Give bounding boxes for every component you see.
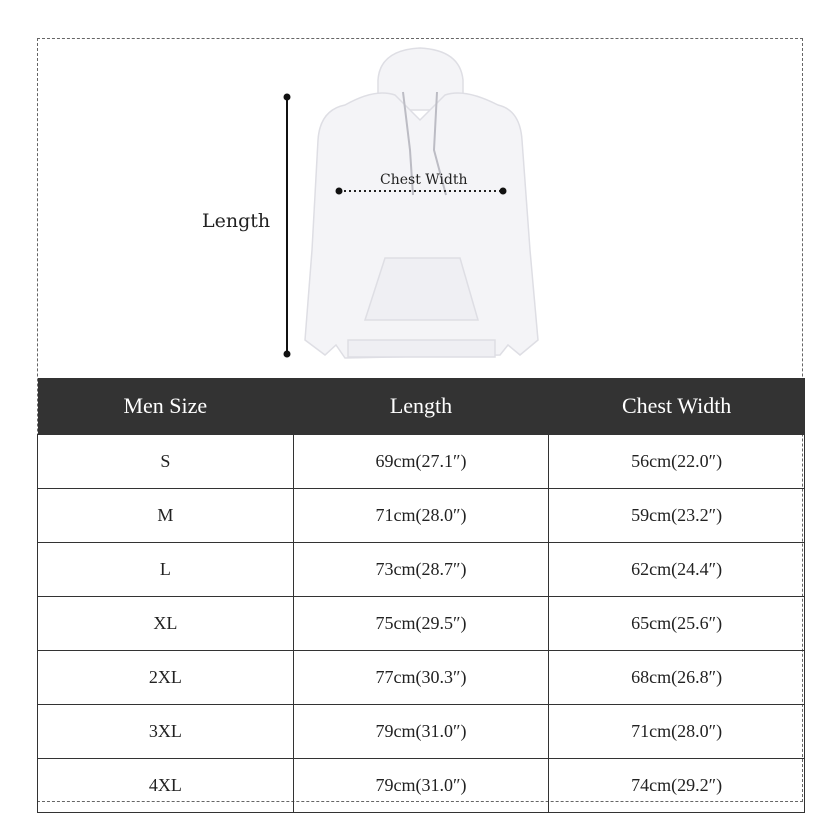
table-cell: 69cm(27.1″): [292, 434, 550, 489]
table-cell: 4XL: [37, 758, 294, 813]
chest-width-label: Chest Width: [380, 172, 468, 188]
table-cell: S: [37, 434, 294, 489]
table-row: L 73cm(28.7″) 62cm(24.4″): [37, 542, 805, 597]
table-cell: 73cm(28.7″): [292, 542, 550, 597]
hoodie-illustration: [283, 47, 539, 359]
table-cell: 62cm(24.4″): [548, 542, 805, 597]
table-header-row: Men Size Length Chest Width: [37, 378, 805, 435]
column-header: Chest Width: [548, 378, 805, 435]
table-cell: 71cm(28.0″): [292, 488, 550, 543]
table-cell: XL: [37, 596, 294, 651]
table-cell: 74cm(29.2″): [548, 758, 805, 813]
table-row: 4XL 79cm(31.0″) 74cm(29.2″): [37, 758, 805, 813]
garment-figure: Length Chest Width: [0, 0, 840, 378]
table-cell: 65cm(25.6″): [548, 596, 805, 651]
table-cell: M: [37, 488, 294, 543]
table-cell: 56cm(22.0″): [548, 434, 805, 489]
table-cell: 77cm(30.3″): [292, 650, 550, 705]
size-table: Men Size Length Chest Width S 69cm(27.1″)…: [37, 378, 805, 813]
table-cell: 79cm(31.0″): [292, 758, 550, 813]
column-header: Length: [293, 378, 549, 435]
table-cell: 79cm(31.0″): [292, 704, 550, 759]
table-row: 2XL 77cm(30.3″) 68cm(26.8″): [37, 650, 805, 705]
table-row: S 69cm(27.1″) 56cm(22.0″): [37, 434, 805, 489]
table-cell: 71cm(28.0″): [548, 704, 805, 759]
table-cell: 75cm(29.5″): [292, 596, 550, 651]
table-row: XL 75cm(29.5″) 65cm(25.6″): [37, 596, 805, 651]
table-cell: 59cm(23.2″): [548, 488, 805, 543]
column-header: Men Size: [37, 378, 294, 435]
table-cell: 2XL: [37, 650, 294, 705]
table-row: 3XL 79cm(31.0″) 71cm(28.0″): [37, 704, 805, 759]
table-cell: 3XL: [37, 704, 294, 759]
table-row: M 71cm(28.0″) 59cm(23.2″): [37, 488, 805, 543]
table-cell: 68cm(26.8″): [548, 650, 805, 705]
table-cell: L: [37, 542, 294, 597]
length-label: Length: [202, 210, 271, 232]
